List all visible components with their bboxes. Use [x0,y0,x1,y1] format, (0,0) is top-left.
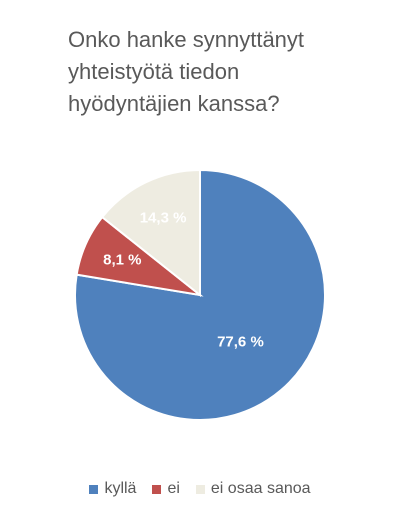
legend-swatch [152,484,162,494]
legend-label: kyllä [104,480,137,497]
value-label: 14,3 % [140,209,187,226]
legend-label: ei osaa sanoa [210,480,311,497]
value-label: 77,6 % [217,334,264,351]
legend-swatch [195,484,205,494]
pie-slice [74,168,326,421]
legend: kyllä ei ei osaa sanoa [0,480,400,498]
pie-slice [100,168,201,298]
legend-item: ei [152,480,180,498]
value-label: 8,1 % [103,251,141,268]
legend-item: ei osaa sanoa [195,480,311,498]
legend-item: kyllä [89,480,136,498]
legend-swatch [89,484,99,494]
chart-title: Onko hanke synnyttänyt yhteistyötä tiedo… [68,27,305,116]
legend-label: ei [167,480,180,497]
